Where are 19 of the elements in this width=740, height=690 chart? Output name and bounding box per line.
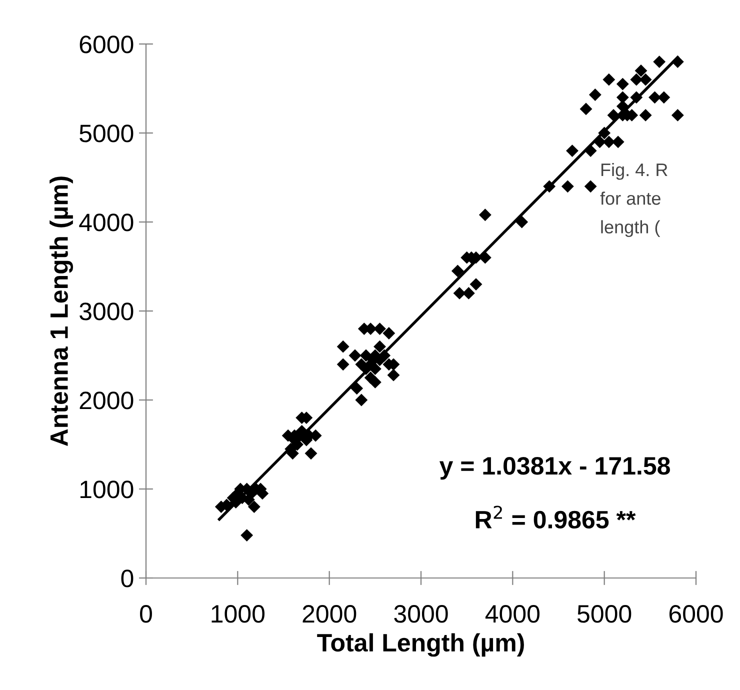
y-tick-label: 6000 xyxy=(80,36,134,54)
annotation: Fig. 4. R for ante length ( xyxy=(600,162,668,238)
y-tick-label: 5000 xyxy=(80,124,134,142)
x-tick-label: 4000 xyxy=(485,605,540,623)
x-tick-label: 6000 xyxy=(669,605,723,623)
y-tick-label: 2000 xyxy=(80,392,134,410)
x-tick-label: 0 xyxy=(140,605,152,623)
y-tick-label: 3000 xyxy=(80,302,134,320)
y-tick-label: 1000 xyxy=(80,480,134,498)
x-axis-title: Total Length (µm) xyxy=(317,633,524,657)
y-tick-label: 0 xyxy=(121,570,134,588)
annotation: y = 1.0381x - 171.58 xyxy=(439,457,670,480)
y-tick-label: 4000 xyxy=(79,214,134,232)
x-tick-label: 5000 xyxy=(578,605,632,623)
x-tick-label: 2000 xyxy=(302,605,356,623)
x-tick-label: 1000 xyxy=(212,605,264,623)
annotation: R$^{2}$ = 0.9865 ** xyxy=(476,506,636,529)
x-tick-label: 3000 xyxy=(394,605,448,623)
y-axis-title: Antenna 1 Length (µm) xyxy=(50,176,74,446)
